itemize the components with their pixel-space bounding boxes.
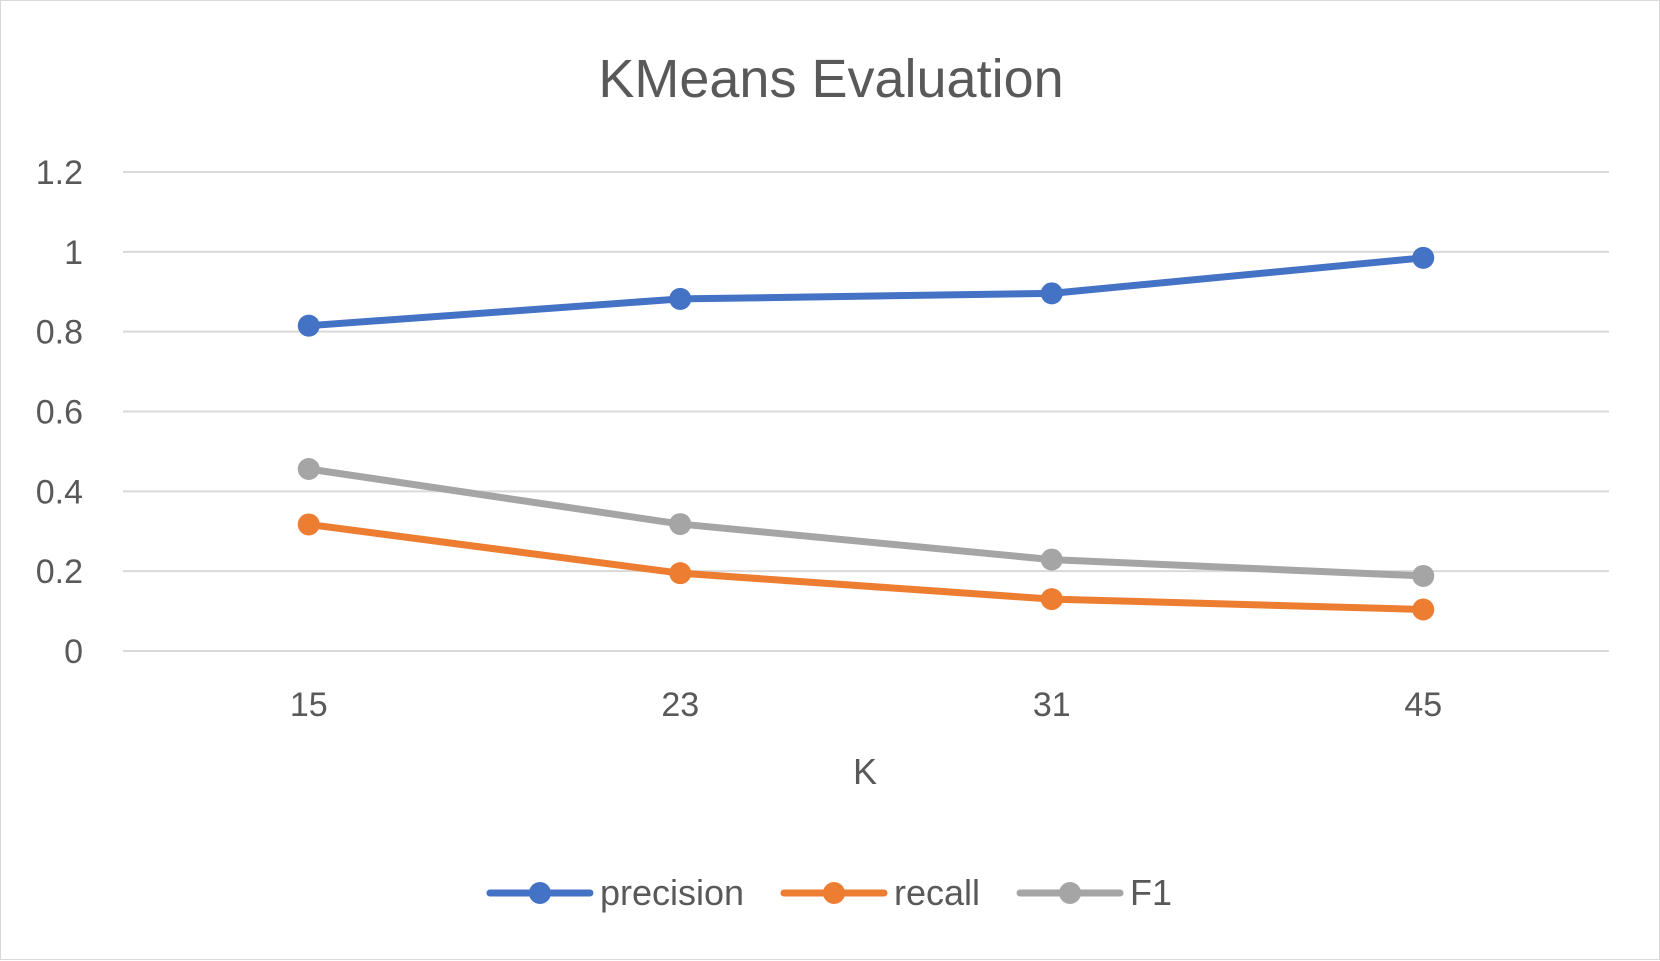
y-tick-label: 0.4 (36, 473, 83, 511)
chart-title: KMeans Evaluation (598, 49, 1063, 109)
legend-item-recall: recall (780, 872, 980, 913)
x-tick-label: 23 (661, 686, 699, 724)
x-axis-tick-labels: 15 23 31 45 (290, 686, 1442, 724)
legend-swatch-marker (823, 882, 846, 904)
x-tick-label: 15 (290, 686, 328, 724)
series-lines (297, 246, 1435, 621)
data-point (1040, 282, 1063, 305)
x-axis-title: K (853, 751, 877, 792)
legend-label: F1 (1130, 872, 1172, 913)
data-point (669, 287, 692, 310)
legend-item-precision: precision (486, 872, 744, 913)
gridlines (123, 171, 1609, 652)
y-tick-label: 1 (64, 234, 83, 272)
data-point (1412, 246, 1435, 269)
x-tick-label: 45 (1404, 686, 1442, 724)
data-point (297, 513, 320, 536)
data-point (1040, 548, 1063, 571)
data-point (297, 314, 320, 337)
y-tick-label: 0.6 (36, 394, 83, 432)
y-tick-label: 0.8 (36, 314, 83, 352)
series-line (305, 520, 1427, 613)
data-point (1412, 598, 1435, 621)
legend-swatch-marker (1059, 882, 1082, 904)
y-tick-label: 1.2 (36, 154, 83, 192)
legend: precision recall F1 (486, 872, 1172, 913)
series-line (305, 465, 1427, 580)
x-tick-label: 31 (1033, 686, 1071, 724)
legend-label: precision (600, 872, 744, 913)
legend-swatch-marker (528, 882, 551, 904)
data-point (669, 562, 692, 585)
data-point (1412, 564, 1435, 587)
series-precision (297, 246, 1435, 337)
data-point (297, 457, 320, 480)
data-point (669, 513, 692, 536)
legend-label: recall (894, 872, 980, 913)
series-recall (297, 513, 1435, 621)
series-line (305, 254, 1427, 330)
data-point (1040, 588, 1063, 611)
legend-item-f1: F1 (1016, 872, 1172, 913)
y-axis-tick-labels: 0 0.2 0.4 0.6 0.8 1 1.2 (36, 154, 83, 671)
y-tick-label: 0.2 (36, 553, 83, 591)
y-tick-label: 0 (64, 633, 83, 671)
series-f1 (297, 457, 1435, 587)
